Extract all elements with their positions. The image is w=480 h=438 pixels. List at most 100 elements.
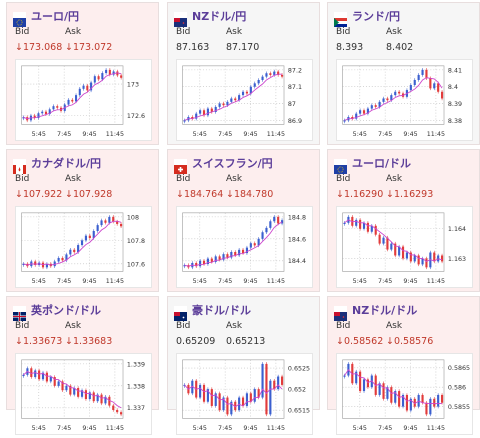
currency-card[interactable]: 豪ドル/ドル Bid Ask 0.65209 0.65213 5:45 7:45 9:45 11… xyxy=(167,296,320,435)
rate-chart[interactable]: 5:45 7:45 9:45 11:45 1.339 1.338 1.337 xyxy=(15,353,152,435)
candle xyxy=(245,247,249,254)
candle xyxy=(84,390,88,399)
candle xyxy=(378,101,381,107)
candle xyxy=(222,397,225,411)
ask-label: Ask xyxy=(226,321,243,331)
candle xyxy=(30,368,33,378)
candle xyxy=(37,113,40,118)
currency-pair-link[interactable]: NZドル/ドル xyxy=(334,302,418,321)
rate-chart[interactable]: 5:45 7:45 9:45 11:45 87.2 87.1 87 86.9 xyxy=(176,59,313,141)
candle xyxy=(116,409,119,413)
currency-card[interactable]: ユーロ/円 Bid Ask ↓173.068 ↓173.072 5:45 7:45 9:45 1… xyxy=(6,2,159,145)
candle xyxy=(378,234,381,244)
candle xyxy=(61,257,64,261)
currency-card[interactable]: スイスフラン/円 Bid Ask ↓184.764 ↓184.780 5:45 7:45 9:… xyxy=(167,149,320,292)
currency-pair-link[interactable]: ユーロ/円 xyxy=(13,8,79,27)
currency-card[interactable]: ユーロ/ドル Bid Ask ↓1.16290 ↓1.16293 5:45 7:45 9:45… xyxy=(327,149,480,292)
x-tick-label: 9:45 xyxy=(82,278,96,285)
candle xyxy=(241,249,245,254)
candle xyxy=(249,393,252,402)
bid-value: 0.65209 xyxy=(176,336,216,347)
y-tick-label: 108 xyxy=(127,214,139,221)
candle xyxy=(96,394,99,402)
candle xyxy=(374,105,377,107)
candle xyxy=(433,83,436,89)
candle xyxy=(230,251,233,258)
plot-frame xyxy=(21,212,124,272)
candle xyxy=(425,258,428,268)
bid-value: ↓184.764 xyxy=(176,189,224,200)
candle xyxy=(120,75,123,78)
x-tick-label: 11:45 xyxy=(106,131,124,138)
currency-pair-link[interactable]: ランド/円 xyxy=(334,8,400,27)
currency-pair-link[interactable]: NZドル/円 xyxy=(174,8,246,27)
candle xyxy=(112,405,115,410)
bid-label: Bid xyxy=(336,174,351,184)
y-tick-label: 184.6 xyxy=(288,236,306,243)
ask-label: Ask xyxy=(386,27,403,37)
bid-value: ↓1.16290 xyxy=(336,189,384,200)
currency-pair-link[interactable]: カナダドル/円 xyxy=(13,155,101,174)
candle xyxy=(112,216,115,222)
x-tick-label: 11:45 xyxy=(267,131,285,138)
candle xyxy=(78,88,81,96)
candle xyxy=(355,371,358,384)
candle xyxy=(206,258,209,265)
y-tick-label: 184.8 xyxy=(288,214,306,221)
candle xyxy=(104,220,107,223)
candle xyxy=(440,91,444,99)
currency-card[interactable]: NZドル/円 Bid Ask 87.163 87.170 5:45 7:45 9:45 11:4… xyxy=(167,2,320,145)
rate-chart[interactable]: 5:45 7:45 9:45 11:45 108 107.8 107.6 xyxy=(15,206,152,288)
currency-card[interactable]: ランド/円 Bid Ask 8.393 8.402 5:45 7:45 9:45 11:45 8.… xyxy=(327,2,480,145)
candle xyxy=(210,108,213,112)
candle xyxy=(280,376,284,385)
y-tick-label: 0.5865 xyxy=(448,365,470,372)
x-tick-label: 11:45 xyxy=(427,131,445,138)
currency-card[interactable]: NZドル/ドル Bid Ask ↓0.58562 ↓0.58576 5:45 7:45 9:4… xyxy=(327,296,480,435)
candle xyxy=(195,262,198,267)
rate-chart[interactable]: 5:45 7:45 9:45 11:45 0.6525 0.652 0.6515 xyxy=(176,353,313,435)
x-tick-label: 9:45 xyxy=(82,131,96,138)
x-tick-label: 7:45 xyxy=(57,131,71,138)
candle xyxy=(359,110,362,114)
candle xyxy=(226,101,229,106)
currency-pair-title: 英ポンド/ドル xyxy=(31,304,102,317)
bid-value: ↓1.33673 xyxy=(15,336,63,347)
candle xyxy=(401,246,405,259)
candle xyxy=(234,401,237,411)
currency-pair-link[interactable]: ユーロ/ドル xyxy=(334,155,411,174)
candle xyxy=(386,237,389,250)
currency-card[interactable]: 英ポンド/ドル Bid Ask ↓1.33673 ↓1.33683 5:45 7:45 9:4… xyxy=(6,296,159,435)
x-tick-label: 7:45 xyxy=(57,425,71,432)
za-flag-icon xyxy=(334,11,347,27)
y-tick-label: 0.6515 xyxy=(288,408,310,415)
rate-chart[interactable]: 5:45 7:45 9:45 11:45 184.8 184.6 184.4 xyxy=(176,206,313,288)
candle xyxy=(280,74,284,77)
candle xyxy=(92,230,95,239)
candle xyxy=(75,95,78,102)
rate-chart[interactable]: 5:45 7:45 9:45 11:45 8.41 8.4 8.39 8.38 xyxy=(336,59,473,141)
candle xyxy=(218,103,221,107)
candle xyxy=(71,99,74,102)
currency-pair-title: NZドル/ドル xyxy=(352,304,418,317)
y-tick-label: 184.4 xyxy=(288,258,306,265)
ask-label: Ask xyxy=(386,321,403,331)
currency-pair-link[interactable]: スイスフラン/円 xyxy=(174,155,273,174)
rate-chart[interactable]: 5:45 7:45 9:45 11:45 0.5865 0.586 0.5855 xyxy=(336,353,473,435)
x-tick-label: 9:45 xyxy=(243,425,257,432)
ask-value: ↓1.33683 xyxy=(65,336,113,347)
currency-pair-link[interactable]: 英ポンド/ドル xyxy=(13,302,102,321)
candle xyxy=(22,263,25,266)
currency-pair-link[interactable]: 豪ドル/ドル xyxy=(174,302,251,321)
candle xyxy=(108,396,111,406)
rate-chart-svg: 5:45 7:45 9:45 11:45 0.6525 0.652 0.6515 xyxy=(182,359,310,432)
candle xyxy=(390,243,393,250)
x-tick-label: 5:45 xyxy=(353,131,367,138)
moving-average-line xyxy=(344,368,443,404)
rate-chart[interactable]: 5:45 7:45 9:45 11:45 1.164 1.163 xyxy=(336,206,473,288)
x-tick-label: 9:45 xyxy=(403,425,417,432)
ca-flag-icon xyxy=(13,158,26,174)
rate-chart[interactable]: 5:45 7:45 9:45 11:45 173 172.6 xyxy=(15,59,152,141)
currency-card[interactable]: カナダドル/円 Bid Ask ↓107.922 ↓107.928 5:45 7:45 9:4… xyxy=(6,149,159,292)
candle xyxy=(214,256,217,262)
